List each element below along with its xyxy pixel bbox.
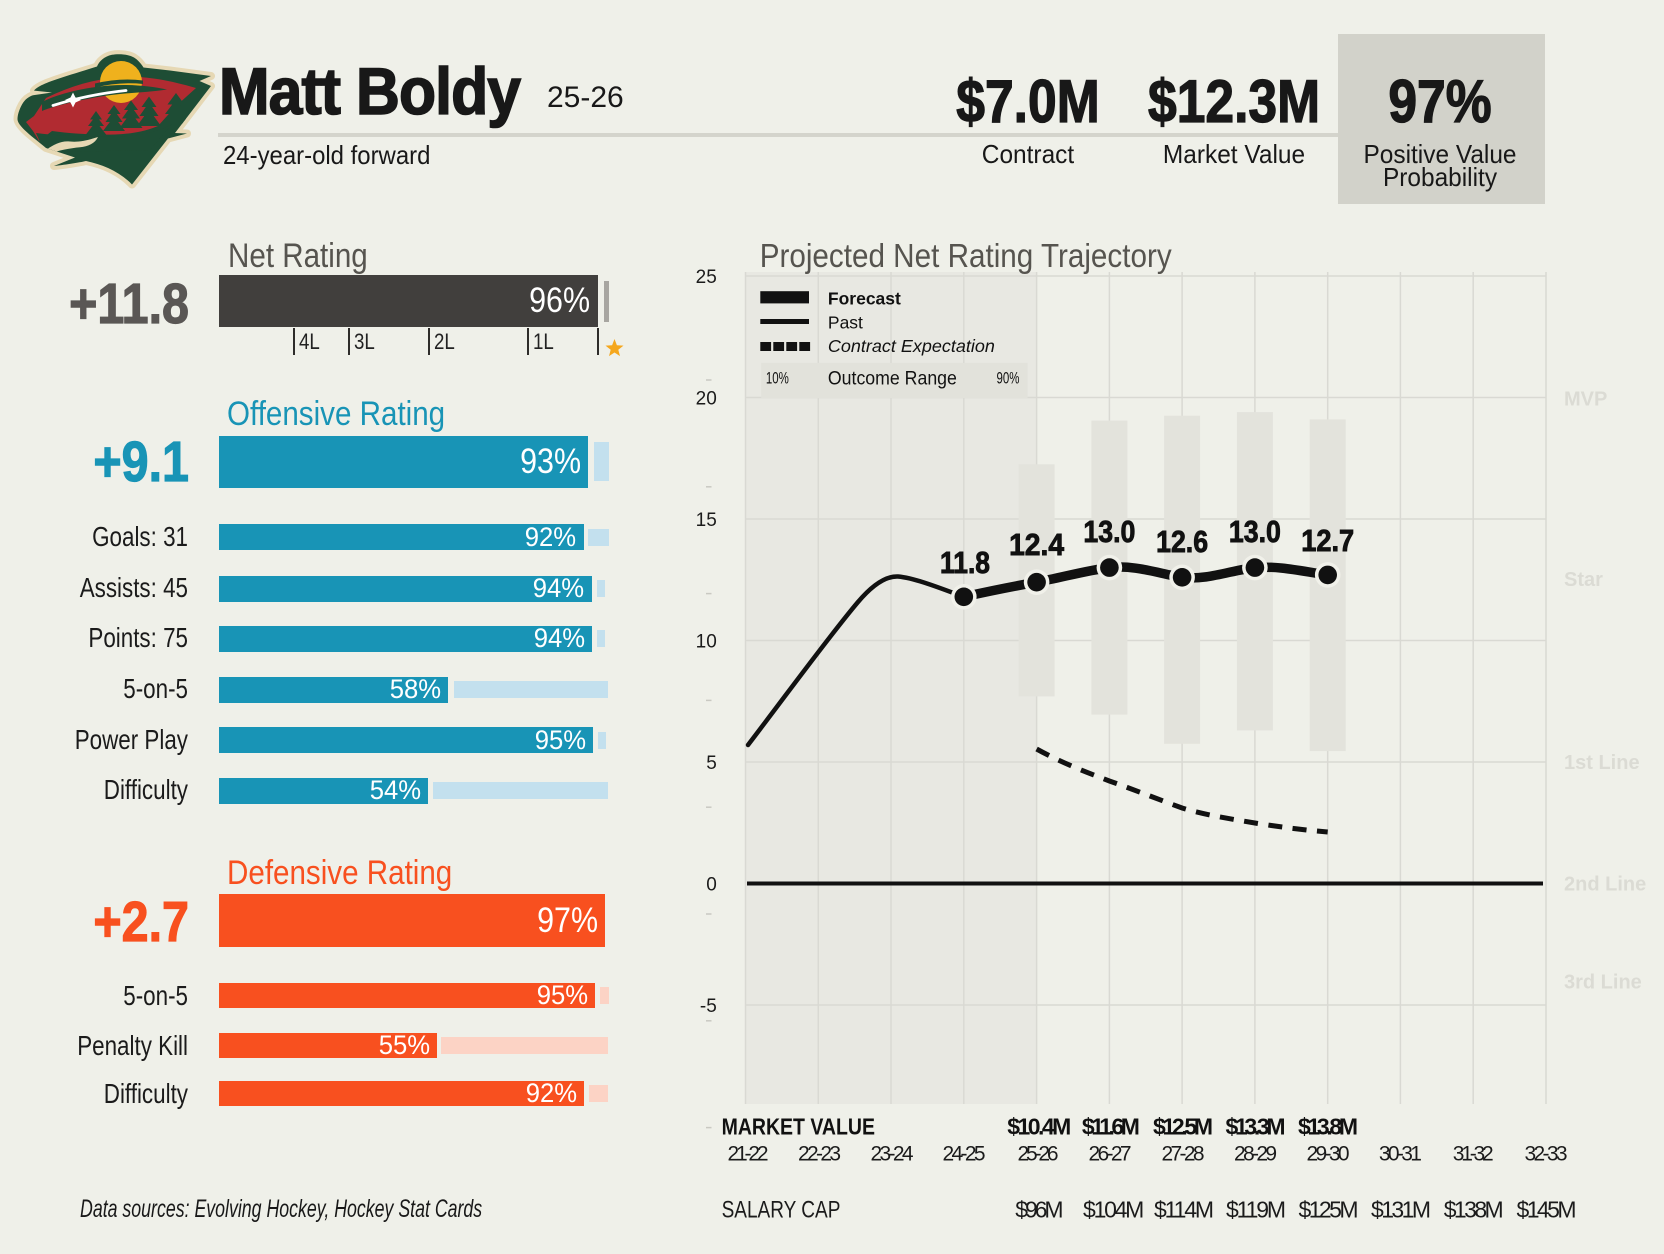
svg-text:3rd Line: 3rd Line — [1564, 972, 1642, 994]
svg-text:Past: Past — [828, 313, 863, 333]
svg-text:Contract Expectation: Contract Expectation — [828, 336, 995, 356]
svg-text:15: 15 — [696, 510, 717, 531]
svg-text:$114M: $114M — [1154, 1197, 1214, 1223]
svg-text:Projected Net Rating Trajector: Projected Net Rating Trajectory — [760, 237, 1172, 274]
svg-text:10%: 10% — [766, 370, 789, 388]
svg-text:MVP: MVP — [1564, 389, 1607, 411]
svg-text:$96M: $96M — [1015, 1197, 1063, 1223]
svg-text:12.4: 12.4 — [1009, 527, 1065, 562]
svg-text:2nd Line: 2nd Line — [1564, 874, 1646, 896]
svg-text:-5: -5 — [700, 996, 717, 1017]
svg-text:27-28: 27-28 — [1162, 1142, 1205, 1165]
svg-text:26-27: 26-27 — [1089, 1142, 1132, 1165]
svg-text:29-30: 29-30 — [1307, 1142, 1350, 1165]
svg-text:$138M: $138M — [1444, 1197, 1504, 1223]
svg-text:$131M: $131M — [1371, 1197, 1431, 1223]
svg-text:25-26: 25-26 — [1018, 1142, 1059, 1165]
svg-text:$145M: $145M — [1517, 1197, 1577, 1223]
svg-text:11.8: 11.8 — [940, 545, 990, 580]
svg-text:20: 20 — [696, 388, 717, 409]
svg-text:12.7: 12.7 — [1301, 523, 1354, 558]
svg-text:13.0: 13.0 — [1229, 514, 1281, 549]
svg-text:13.0: 13.0 — [1083, 514, 1135, 549]
svg-text:23-24: 23-24 — [871, 1142, 914, 1165]
svg-text:$13.8M: $13.8M — [1298, 1114, 1358, 1140]
svg-text:$12.5M: $12.5M — [1153, 1114, 1213, 1140]
svg-text:0: 0 — [706, 874, 717, 895]
svg-text:Star: Star — [1564, 569, 1603, 591]
svg-text:24-25: 24-25 — [943, 1142, 986, 1165]
svg-text:SALARY CAP: SALARY CAP — [722, 1197, 841, 1224]
svg-text:MARKET VALUE: MARKET VALUE — [722, 1114, 875, 1140]
svg-text:$10.4M: $10.4M — [1007, 1114, 1071, 1140]
svg-text:Outcome Range: Outcome Range — [828, 369, 957, 390]
svg-text:$11.6M: $11.6M — [1082, 1114, 1140, 1140]
svg-text:$104M: $104M — [1083, 1197, 1144, 1223]
svg-text:$119M: $119M — [1226, 1197, 1286, 1223]
svg-text:$13.3M: $13.3M — [1226, 1114, 1286, 1140]
svg-text:21-22: 21-22 — [728, 1142, 769, 1165]
svg-text:$125M: $125M — [1299, 1197, 1359, 1223]
svg-text:22-23: 22-23 — [798, 1142, 841, 1165]
svg-text:30-31: 30-31 — [1379, 1142, 1422, 1165]
svg-text:5: 5 — [706, 753, 717, 774]
svg-text:1st Line: 1st Line — [1564, 752, 1640, 774]
svg-text:32-33: 32-33 — [1525, 1142, 1568, 1165]
svg-text:Forecast: Forecast — [828, 288, 901, 308]
svg-text:12.6: 12.6 — [1156, 524, 1208, 559]
svg-text:25: 25 — [696, 267, 717, 288]
svg-text:10: 10 — [696, 631, 717, 652]
svg-text:90%: 90% — [997, 370, 1020, 388]
svg-text:28-29: 28-29 — [1234, 1142, 1277, 1165]
svg-text:31-32: 31-32 — [1453, 1142, 1494, 1165]
